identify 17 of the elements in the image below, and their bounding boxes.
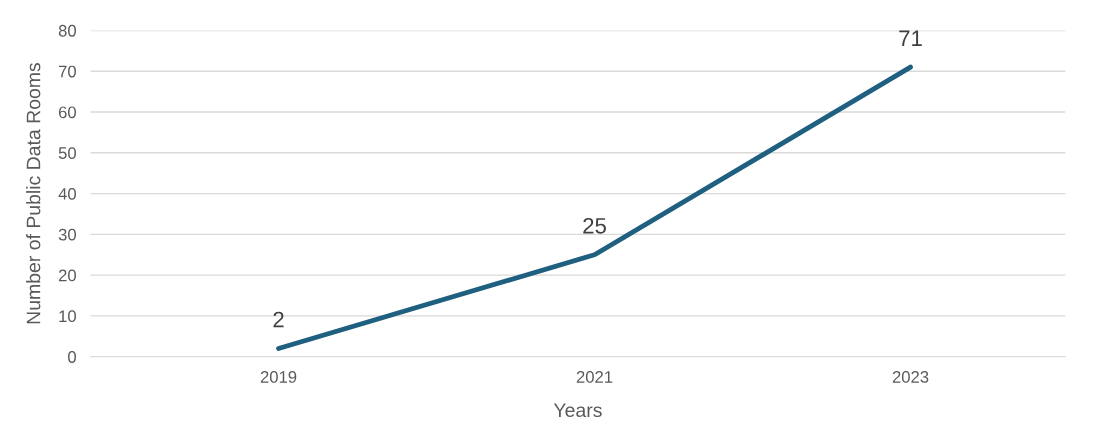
y-tick-label: 0 xyxy=(68,351,76,363)
x-tick-label: 2019 xyxy=(260,371,297,383)
x-tick-label: 2023 xyxy=(892,371,929,383)
y-tick-label: 20 xyxy=(58,269,76,282)
y-axis-title: Number of Public Data Rooms xyxy=(26,62,41,324)
y-tick-label: 30 xyxy=(58,228,76,241)
x-axis-title: Years xyxy=(553,403,602,418)
y-tick-label: 50 xyxy=(58,147,76,159)
y-tick-label: 80 xyxy=(58,24,76,37)
y-tick-label: 70 xyxy=(58,65,76,78)
y-tick-label: 40 xyxy=(58,187,76,200)
data-label: 2 xyxy=(273,311,284,328)
data-label: 71 xyxy=(899,30,922,46)
x-tick-label: 2021 xyxy=(576,371,613,383)
y-tick-label: 10 xyxy=(59,310,76,323)
data-label: 25 xyxy=(583,217,606,234)
y-tick-label: 60 xyxy=(58,106,76,119)
